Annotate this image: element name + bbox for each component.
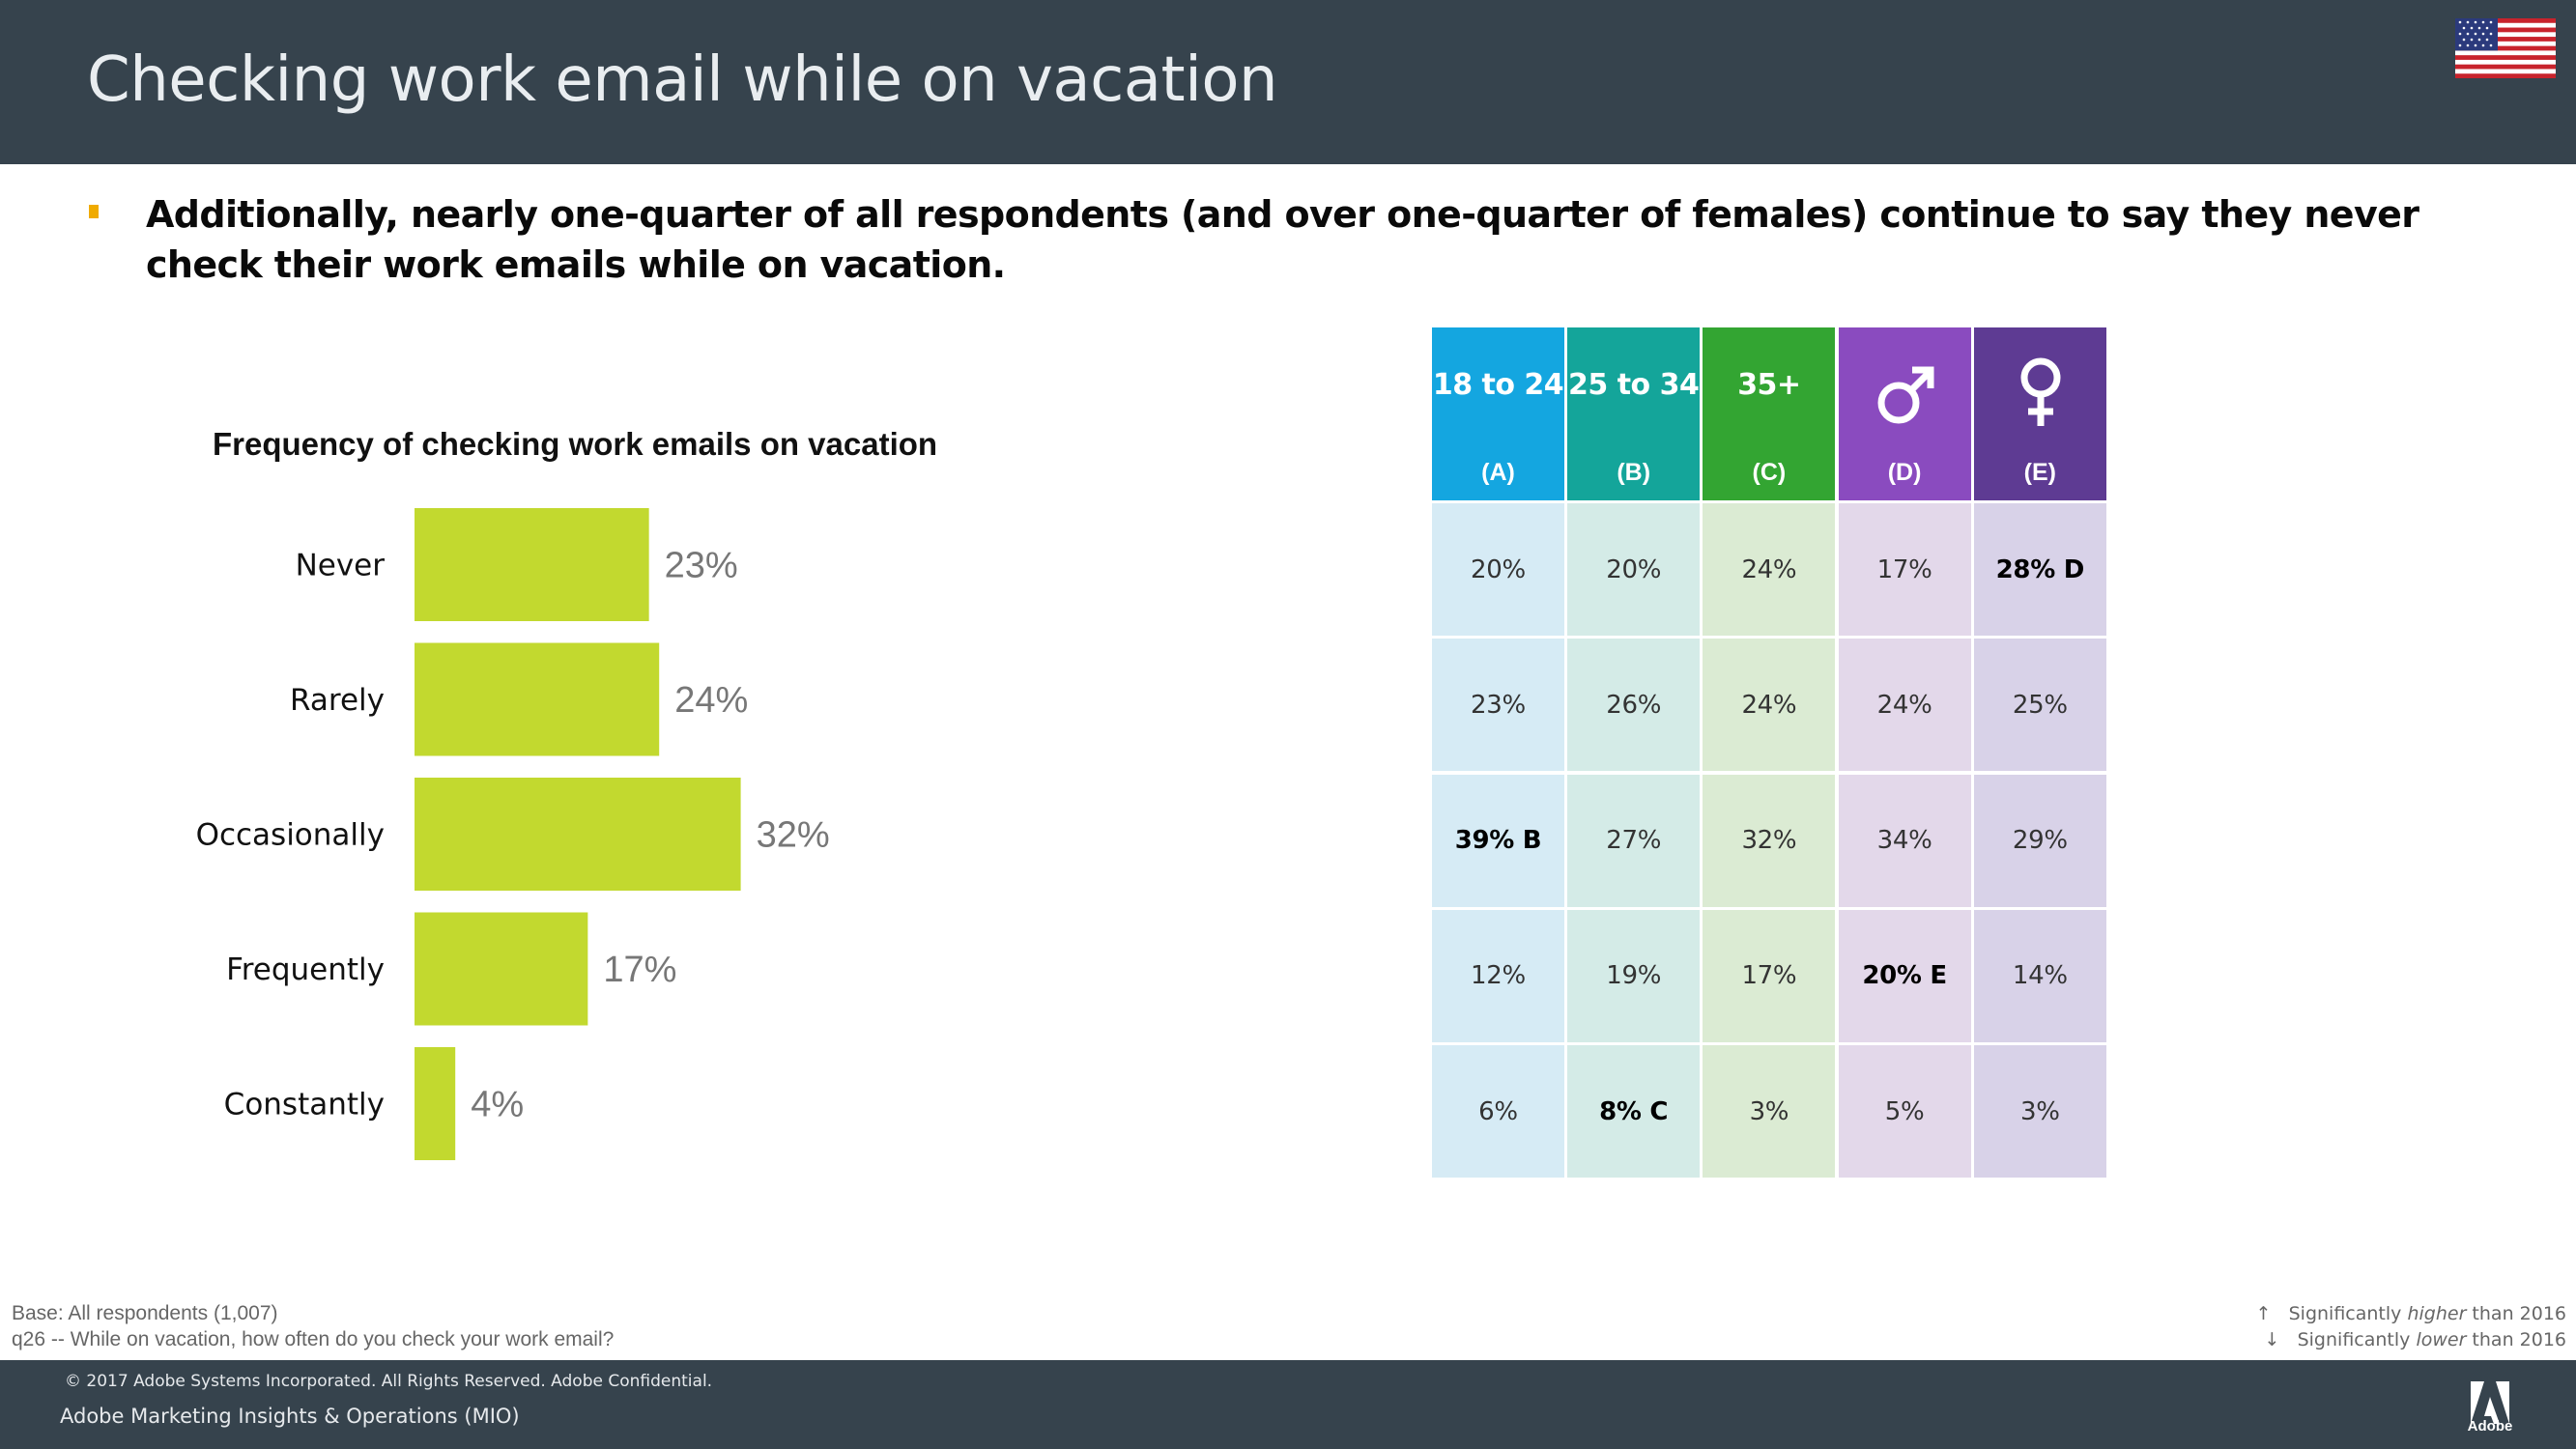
chart-title: Frequency of checking work emails on vac… (213, 426, 938, 462)
bar (415, 642, 660, 756)
column-letter: (B) (1617, 459, 1651, 486)
page-title: Checking work email while on vacation (87, 44, 1278, 116)
header-bar: Checking work email while on vacation (0, 0, 2576, 164)
column-letter: (C) (1752, 459, 1787, 486)
category-label: Occasionally (196, 818, 385, 853)
table-cell: 6% (1432, 1045, 1564, 1178)
table-cell: 28% D (1973, 503, 2106, 637)
table-cell: 24% (1838, 639, 1971, 772)
data-label: 32% (757, 815, 830, 856)
adobe-logo-icon (2471, 1381, 2509, 1424)
column-letter: (D) (1887, 459, 1922, 486)
table-cell: 29% (1973, 774, 2106, 907)
column-letter: (E) (2023, 459, 2056, 486)
table-cell: 3% (1703, 1045, 1836, 1178)
copyright-text: © 2017 Adobe Systems Incorporated. All R… (65, 1372, 713, 1391)
table-cell: 19% (1567, 909, 1701, 1042)
bar (415, 912, 588, 1026)
column-header: 25 to 34 (B) (1567, 327, 1701, 500)
table-cell: 34% (1838, 774, 1971, 907)
category-label: Frequently (226, 952, 385, 987)
table-cell: 39% B (1432, 774, 1564, 907)
table-cell: 20% (1567, 503, 1701, 637)
data-label: 24% (674, 680, 748, 721)
column-header: 35+ (C) (1703, 327, 1836, 500)
data-label: 4% (471, 1085, 524, 1125)
table-cell: 3% (1973, 1045, 2106, 1178)
org-name: Adobe Marketing Insights & Operations (M… (60, 1405, 520, 1428)
table-cell: 8% C (1567, 1045, 1701, 1178)
table-cell: 12% (1432, 909, 1564, 1042)
table-cell: 25% (1973, 639, 2106, 772)
adobe-wordmark: Adobe (2467, 1418, 2513, 1435)
table-cell: 32% (1703, 774, 1836, 907)
base-footnote: Base: All respondents (1,007) (12, 1302, 278, 1324)
table-cell: 14% (1973, 909, 2106, 1042)
arrow-up-icon: ↑ (2255, 1303, 2272, 1324)
column-header-label: 25 to 34 (1568, 368, 1700, 402)
bullet-marker (89, 205, 99, 218)
bar (415, 778, 741, 891)
table-cell: 5% (1838, 1045, 1971, 1178)
data-label: 23% (665, 546, 738, 586)
legend-higher: ↑ Significantly higher than 2016 (2255, 1303, 2566, 1324)
table-cell: 24% (1703, 503, 1836, 637)
female-symbol-icon (2020, 357, 2061, 426)
crosstab-table: 18 to 24 (A) 25 to 34 (B) 35+ (C) (D) (E) 20% 20%… (1432, 327, 2106, 1178)
data-label: 17% (603, 950, 676, 990)
bar (415, 1047, 456, 1160)
arrow-down-icon: ↓ (2264, 1329, 2280, 1350)
column-header-label: 18 to 24 (1432, 368, 1564, 402)
column-header: (E) (1973, 327, 2106, 500)
column-letter: (A) (1481, 459, 1515, 486)
category-label: Rarely (290, 683, 385, 718)
table-cell: 20% E (1838, 909, 1971, 1042)
bar-chart: Never 23% Rarely 24% Occasionally 32% Frequent… (196, 508, 830, 1160)
key-finding-text: Additionally, nearly one-quarter of all … (146, 193, 2419, 286)
table-cell: 27% (1567, 774, 1701, 907)
question-footnote: q26 -- While on vacation, how often do y… (12, 1328, 615, 1350)
table-cell: 17% (1703, 909, 1836, 1042)
us-flag-icon (2455, 18, 2556, 78)
category-label: Constantly (224, 1088, 385, 1122)
male-symbol-icon (1877, 366, 1934, 424)
column-header: (D) (1838, 327, 1971, 500)
table-cell: 26% (1567, 639, 1701, 772)
category-label: Never (296, 549, 386, 583)
bar (415, 508, 649, 621)
table-cell: 24% (1703, 639, 1836, 772)
column-header-label: 35+ (1737, 368, 1801, 402)
table-cell: 23% (1432, 639, 1564, 772)
legend-lower: ↓ Significantly lower than 2016 (2264, 1329, 2566, 1350)
table-cell: 17% (1838, 503, 1971, 637)
table-cell: 20% (1432, 503, 1564, 637)
footer-bar: © 2017 Adobe Systems Incorporated. All R… (0, 1360, 2576, 1449)
column-header: 18 to 24 (A) (1432, 327, 1564, 500)
